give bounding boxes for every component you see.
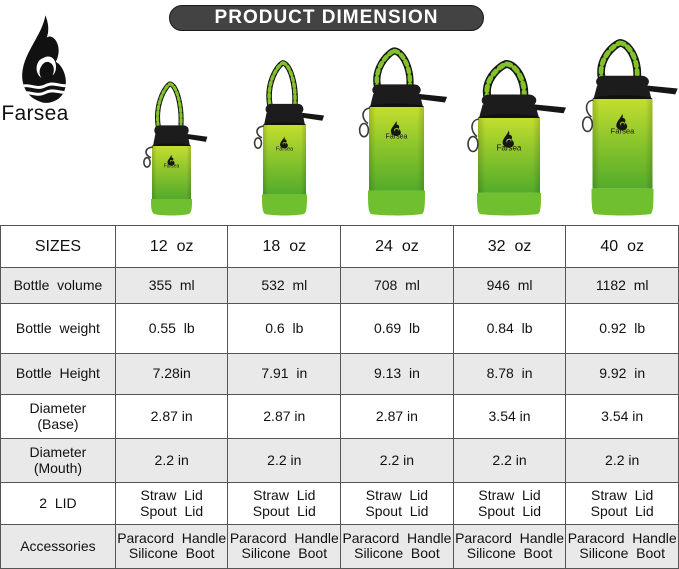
svg-text:Farsea: Farsea: [497, 144, 522, 153]
svg-text:Farsea: Farsea: [276, 146, 294, 152]
svg-text:Farsea: Farsea: [164, 163, 180, 169]
svg-text:Farsea: Farsea: [386, 134, 408, 141]
svg-text:Farsea: Farsea: [611, 126, 636, 135]
